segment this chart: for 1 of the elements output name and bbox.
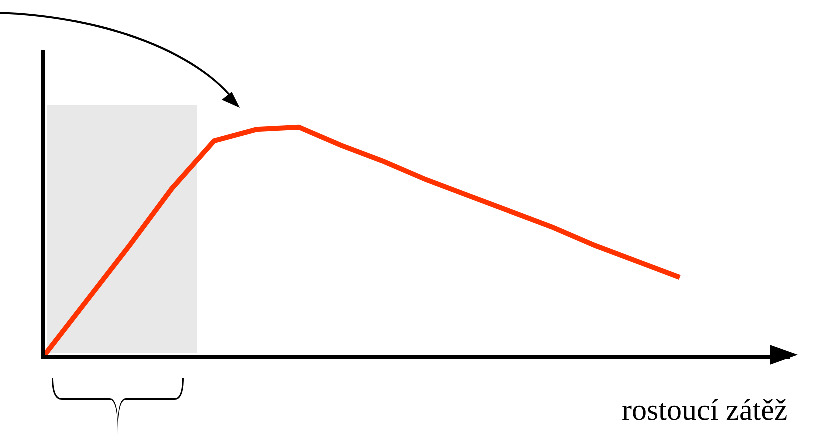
x-axis-title: rostoucí zátěž: [622, 394, 788, 427]
